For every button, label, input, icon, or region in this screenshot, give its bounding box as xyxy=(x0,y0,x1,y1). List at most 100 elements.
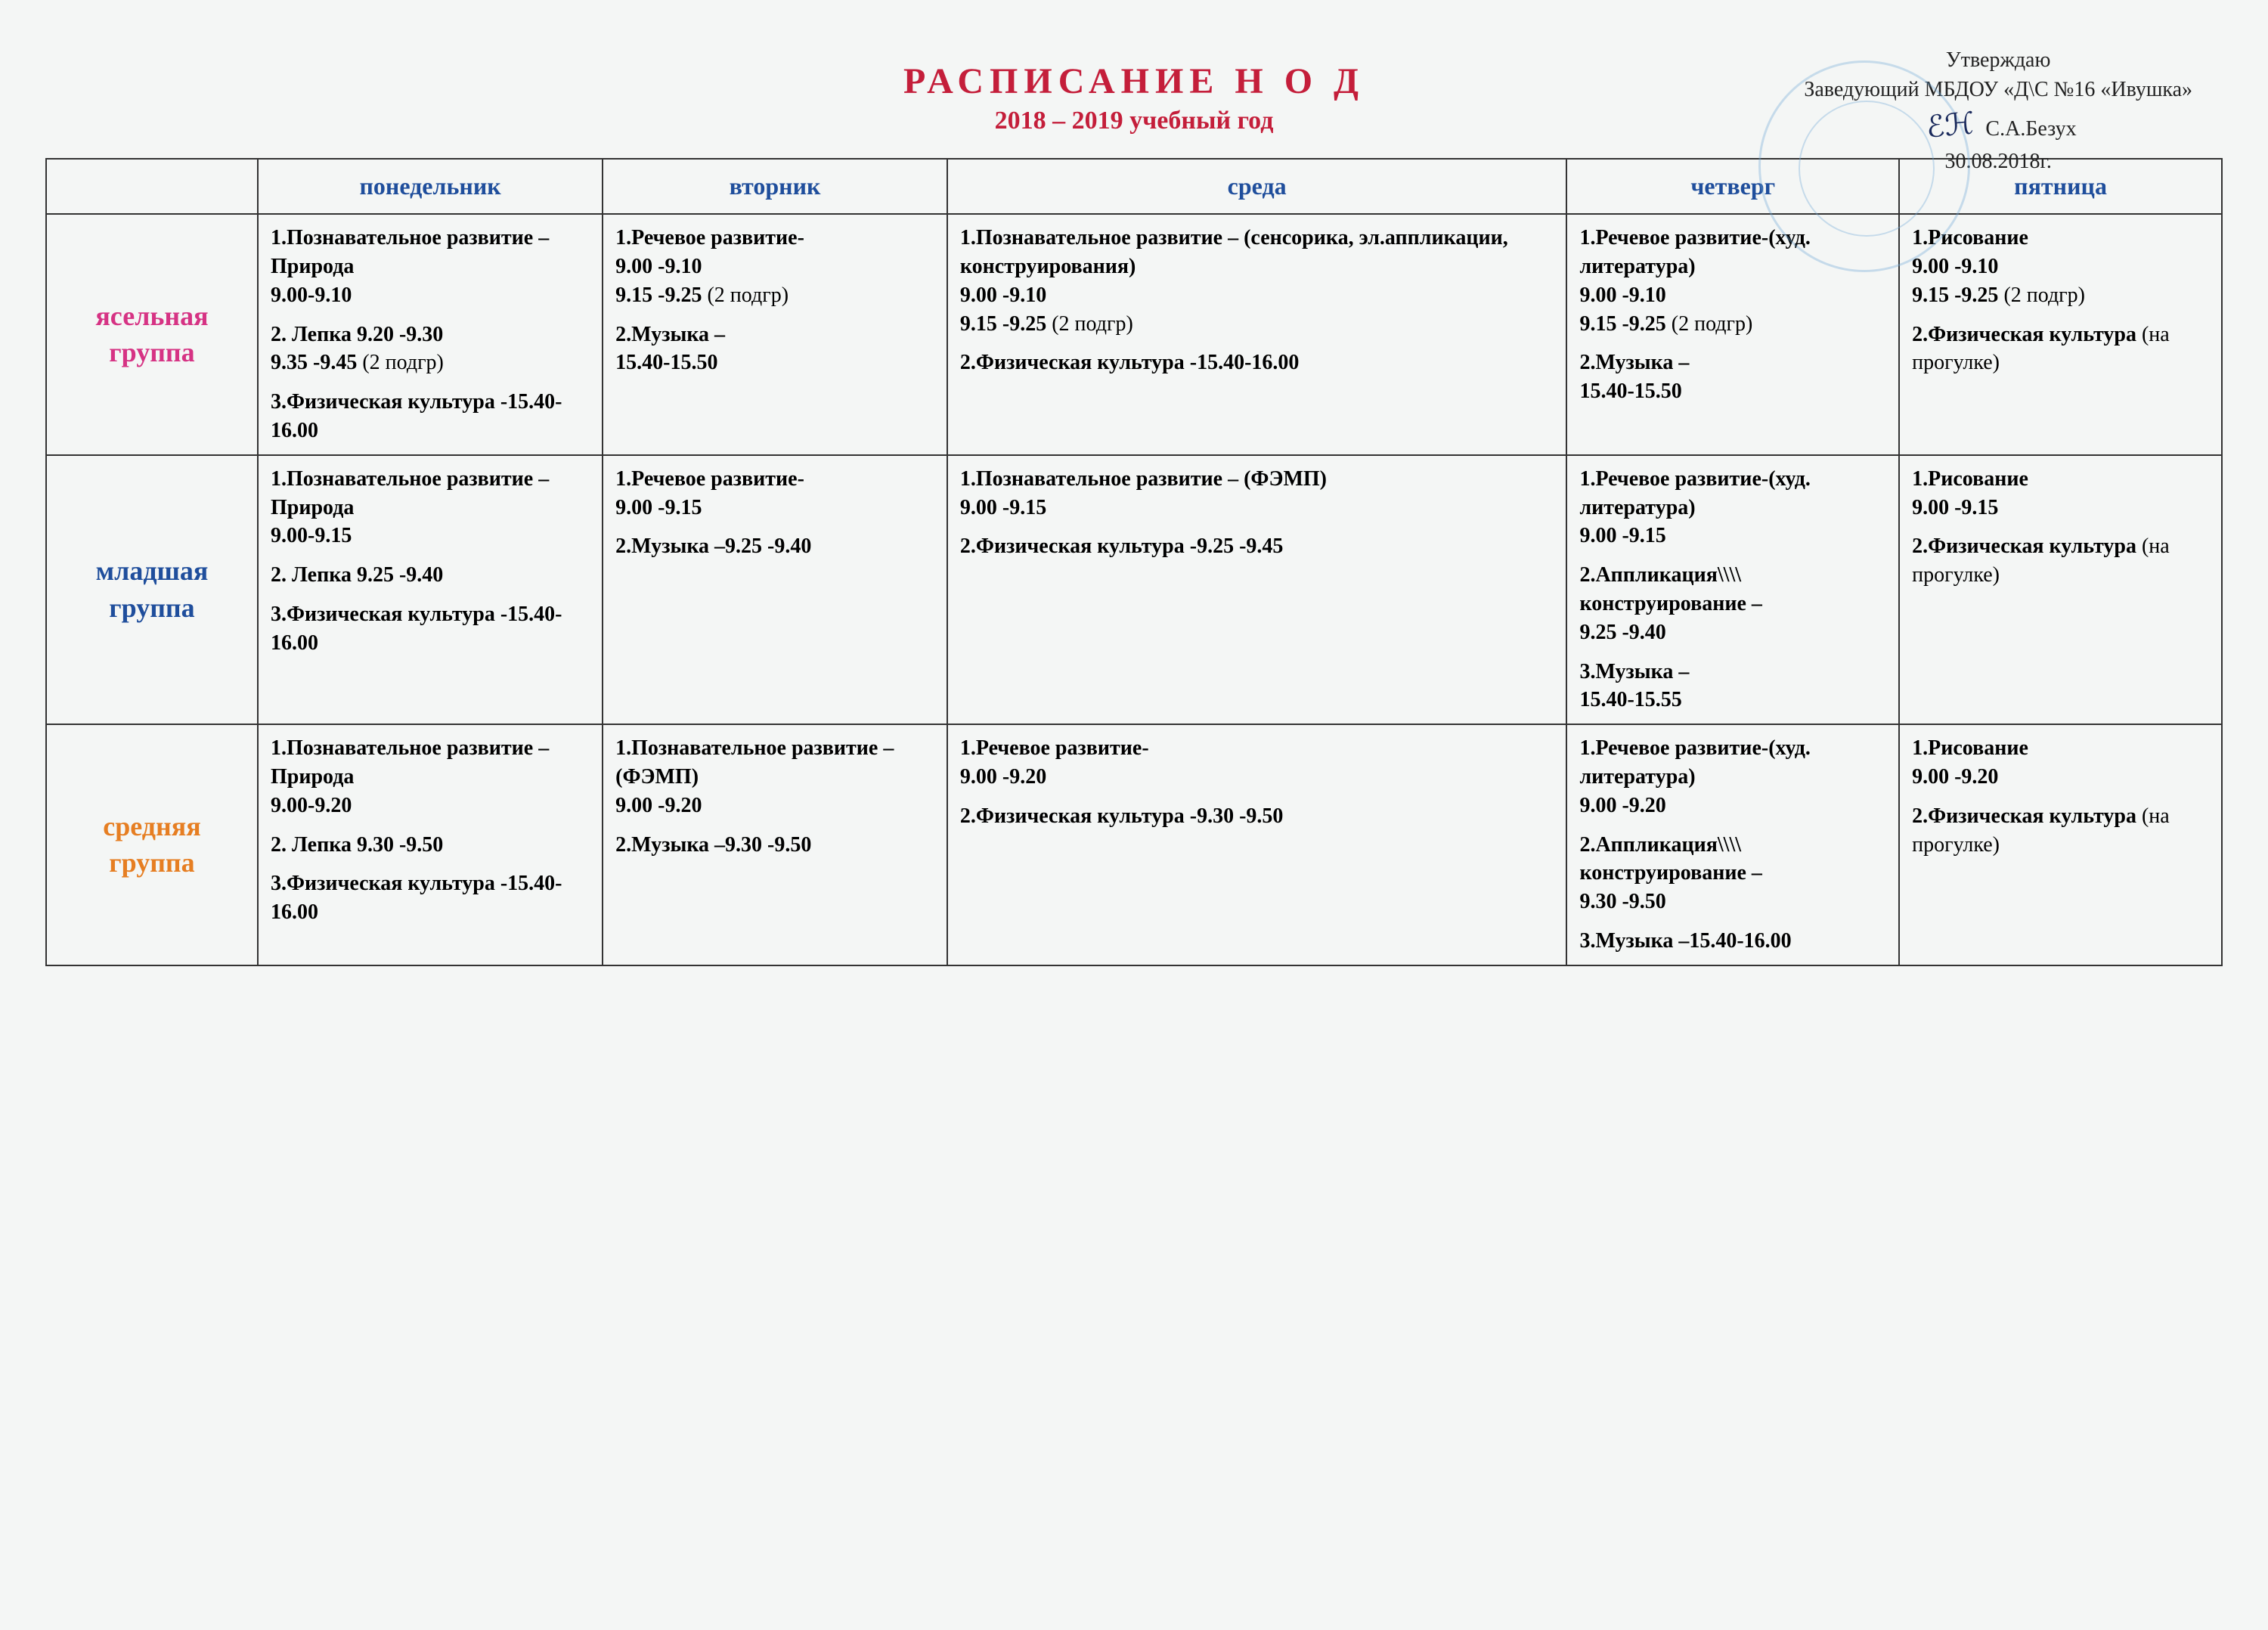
schedule-item: 1.Речевое развитие-(худ. литература)9.00… xyxy=(1579,465,1886,550)
item-aux: (2 подгр) xyxy=(702,284,789,307)
schedule-item: 1.Речевое развитие-(худ. литература)9.00… xyxy=(1579,224,1886,338)
schedule-item: 1.Рисование9.00 -9.20 xyxy=(1912,734,2209,792)
header-tue: вторник xyxy=(603,159,947,214)
schedule-item: 1.Речевое развитие- 9.00 -9.20 xyxy=(960,734,1554,792)
item-bold: 3.Физическая культура -15.40-16.00 xyxy=(271,390,562,442)
schedule-item: 2.Музыка –9.30 -9.50 xyxy=(615,831,934,860)
cell-g2-wed: 1.Познавательное развитие – (ФЭМП)9.00 -… xyxy=(947,455,1567,724)
cell-g3-wed: 1.Речевое развитие- 9.00 -9.20 2.Физическа… xyxy=(947,724,1567,965)
schedule-item: 2. Лепка 9.30 -9.50 xyxy=(271,831,590,860)
schedule-item: 2. Лепка 9.20 -9.30 9.35 -9.45 (2 подгр) xyxy=(271,321,590,378)
item-time: 15.40-15.50 xyxy=(615,351,717,374)
approval-sign-line: ℰℋ С.А.Безух xyxy=(1804,104,2192,147)
item-time: 9.25 -9.40 xyxy=(1579,621,1665,644)
item-bold: 1.Познавательное развитие – (ФЭМП) xyxy=(960,467,1327,491)
approval-line-2: Заведующий МБДОУ «Д\С №16 «Ивушка» xyxy=(1804,75,2192,104)
item-bold: 2. Лепка 9.25 -9.40 xyxy=(271,563,443,587)
schedule-item: 1.Познавательное развитие – (сенсорика, … xyxy=(960,224,1554,338)
item-bold: 2.Физическая культура -15.40-16.00 xyxy=(960,351,1300,374)
approval-name: С.А.Безух xyxy=(1985,117,2076,141)
schedule-item: 1.Познавательное развитие – Природа 9.00-… xyxy=(271,224,590,309)
item-time: 9.00 -9.10 xyxy=(1912,255,1998,278)
schedule-item: 2.Физическая культура -15.40-16.00 xyxy=(960,349,1554,377)
cell-g3-thu: 1.Речевое развитие-(худ. литература)9.00… xyxy=(1566,724,1899,965)
item-bold: 2.Музыка –9.30 -9.50 xyxy=(615,833,811,857)
group-label-2: младшая группа xyxy=(46,455,258,724)
schedule-item: 2.Аппликация\\\\ конструирование – 9.30 -… xyxy=(1579,831,1886,916)
item-bold: 2.Физическая культура -9.25 -9.45 xyxy=(960,535,1284,558)
item-time: 9.35 -9.45 xyxy=(271,351,357,374)
item-bold: 2.Музыка – xyxy=(615,323,725,346)
schedule-item: 1.Речевое развитие-9.00 -9.109.15 -9.25 … xyxy=(615,224,934,309)
schedule-item: 2.Физическая культура -9.25 -9.45 xyxy=(960,532,1554,561)
item-time: 15.40-15.50 xyxy=(1579,380,1681,403)
item-bold: 2.Физическая культура xyxy=(1912,535,2136,558)
item-bold: 2.Музыка –9.25 -9.40 xyxy=(615,535,811,558)
approval-line-1: Утверждаю xyxy=(1804,45,2192,75)
group-label-1: ясельная группа xyxy=(46,214,258,455)
approval-block: Утверждаю Заведующий МБДОУ «Д\С №16 «Иву… xyxy=(1804,45,2192,177)
cell-g1-fri: 1.Рисование9.00 -9.109.15 -9.25 (2 подгр… xyxy=(1899,214,2222,455)
item-time: 9.00 -9.20 xyxy=(615,794,702,817)
item-time: 9.00 -9.10 xyxy=(615,255,702,278)
item-bold: 3.Физическая культура -15.40-16.00 xyxy=(271,872,562,924)
item-bold: 1.Познавательное развитие – Природа xyxy=(271,226,549,278)
schedule-item: 1.Познавательное развитие – Природа 9.00-… xyxy=(271,465,590,550)
schedule-item: 3.Физическая культура -15.40-16.00 xyxy=(271,600,590,658)
schedule-item: 1.Речевое развитие-(худ. литература)9.00… xyxy=(1579,734,1886,820)
schedule-item: 2.Физическая культура -9.30 -9.50 xyxy=(960,802,1554,831)
item-bold: 1.Рисование xyxy=(1912,226,2028,249)
item-bold: 3.Музыка – xyxy=(1579,660,1689,683)
item-bold: 1.Речевое развитие- xyxy=(960,736,1149,760)
cell-g3-fri: 1.Рисование9.00 -9.20 2.Физическая культу… xyxy=(1899,724,2222,965)
item-time: 9.30 -9.50 xyxy=(1579,890,1665,913)
item-bold: 2.Музыка – xyxy=(1579,351,1689,374)
schedule-item: 1.Рисование9.00 -9.109.15 -9.25 (2 подгр… xyxy=(1912,224,2209,309)
cell-g2-mon: 1.Познавательное развитие – Природа 9.00-… xyxy=(258,455,603,724)
item-time: 9.00 -9.20 xyxy=(960,765,1046,789)
schedule-item: 2.Физическая культура (на прогулке) xyxy=(1912,802,2209,860)
item-bold: 2.Физическая культура xyxy=(1912,323,2136,346)
schedule-item: 2.Аппликация\\\\ конструирование –9.25 -… xyxy=(1579,561,1886,646)
item-time: 9.00-9.20 xyxy=(271,794,352,817)
schedule-item: 1.Речевое развитие-9.00 -9.15 xyxy=(615,465,934,522)
item-time: 9.00-9.15 xyxy=(271,524,352,547)
schedule-item: 2.Музыка –9.25 -9.40 xyxy=(615,532,934,561)
schedule-item: 2. Лепка 9.25 -9.40 xyxy=(271,561,590,590)
item-bold: 2.Аппликация\\\\ конструирование – xyxy=(1579,833,1761,885)
schedule-item: 3.Музыка – 15.40-15.55 xyxy=(1579,658,1886,715)
item-bold: 2.Физическая культура xyxy=(1912,804,2136,828)
schedule-item: 2.Музыка – 15.40-15.50 xyxy=(615,321,934,378)
item-aux: (2 подгр) xyxy=(362,351,444,374)
item-bold: 3.Музыка –15.40-16.00 xyxy=(1579,929,1791,953)
item-bold: 1.Речевое развитие- xyxy=(615,226,804,249)
schedule-item: 2.Физическая культура (на прогулке) xyxy=(1912,532,2209,590)
schedule-item: 1.Познавательное развитие – (ФЭМП)9.00 -… xyxy=(960,465,1554,522)
cell-g1-tue: 1.Речевое развитие-9.00 -9.109.15 -9.25 … xyxy=(603,214,947,455)
schedule-item: 3.Музыка –15.40-16.00 xyxy=(1579,927,1886,956)
item-time-2: 9.15 -9.25 xyxy=(960,312,1046,336)
header-blank xyxy=(46,159,258,214)
item-time: 9.00 -9.10 xyxy=(1579,284,1665,307)
item-aux: (2 подгр) xyxy=(1998,284,2085,307)
item-bold: 1.Познавательное развитие – Природа xyxy=(271,467,549,519)
table-row: средняя группа 1.Познавательное развитие… xyxy=(46,724,2222,965)
item-time: 15.40-15.55 xyxy=(1579,688,1681,711)
schedule-item: 1.Познавательное развитие – (ФЭМП) 9.00 -… xyxy=(615,734,934,820)
table-row: младшая группа 1.Познавательное развитие… xyxy=(46,455,2222,724)
item-bold: 3.Физическая культура -15.40-16.00 xyxy=(271,603,562,655)
item-bold: 1.Речевое развитие-(худ. литература) xyxy=(1579,467,1810,519)
item-bold: 2. Лепка 9.20 -9.30 xyxy=(271,323,443,346)
group-label-3: средняя группа xyxy=(46,724,258,965)
item-time-2: 9.15 -9.25 xyxy=(615,284,702,307)
signature-icon: ℰℋ xyxy=(1924,103,1975,149)
item-time: 9.00 -9.10 xyxy=(960,284,1046,307)
item-bold: 1.Познавательное развитие – (ФЭМП) xyxy=(615,736,894,789)
schedule-item: 1.Рисование9.00 -9.15 xyxy=(1912,465,2209,522)
item-bold: 2.Физическая культура -9.30 -9.50 xyxy=(960,804,1284,828)
item-bold: 1.Рисование xyxy=(1912,736,2028,760)
item-bold: 1.Познавательное развитие – Природа xyxy=(271,736,549,789)
approval-date: 30.08.2018г. xyxy=(1804,147,2192,176)
item-time: 9.00 -9.20 xyxy=(1579,794,1665,817)
item-time: 9.00-9.10 xyxy=(271,284,352,307)
